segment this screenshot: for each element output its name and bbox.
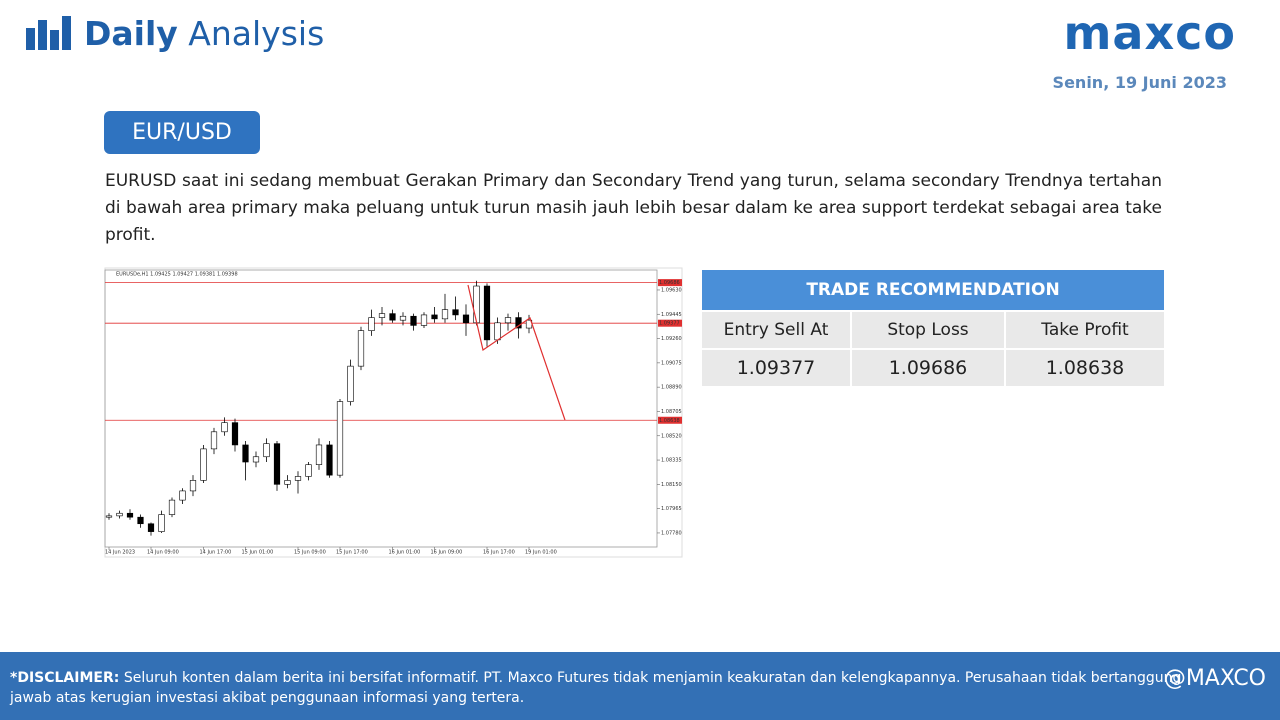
candle-body bbox=[158, 514, 165, 532]
candle-body bbox=[168, 499, 176, 515]
candle-body bbox=[357, 330, 365, 367]
y-tick-label: 1.08150 bbox=[661, 482, 682, 488]
candle-body bbox=[200, 448, 207, 481]
candle-body bbox=[116, 512, 123, 517]
x-tick-label: 16 Jun 09:00 bbox=[431, 550, 463, 556]
y-tick-label: 1.09075 bbox=[661, 360, 682, 366]
candle-body bbox=[137, 516, 144, 525]
candle-body bbox=[431, 314, 438, 320]
candle-body bbox=[504, 317, 512, 324]
candle-body bbox=[315, 444, 323, 465]
candle-body bbox=[452, 309, 459, 316]
y-tick-label: 1.09445 bbox=[661, 312, 682, 318]
candle-body bbox=[263, 443, 270, 458]
y-tick-label: 1.08335 bbox=[661, 458, 682, 464]
candle-body bbox=[494, 322, 501, 341]
y-tick-label: 1.07780 bbox=[661, 530, 682, 536]
x-tick-label: 14 Jun 09:00 bbox=[147, 550, 179, 556]
candle-body bbox=[126, 512, 134, 518]
disclaimer-text: Seluruh konten dalam berita ini bersifat… bbox=[10, 670, 1182, 706]
candle-body bbox=[105, 515, 113, 518]
table-value: 1.08638 bbox=[1006, 350, 1164, 386]
footer: *DISCLAIMER: Seluruh konten dalam berita… bbox=[0, 652, 1280, 720]
y-tick-label: 1.08520 bbox=[661, 433, 682, 439]
x-tick-label: 16 Jun 17:00 bbox=[483, 550, 515, 556]
trade-table: TRADE RECOMMENDATION Entry Sell At Stop L… bbox=[700, 268, 1166, 388]
disclaimer: *DISCLAIMER: Seluruh konten dalam berita… bbox=[10, 668, 1225, 708]
level-label: 1.09686 bbox=[659, 280, 680, 286]
candle-body bbox=[389, 313, 396, 321]
brand: maxco bbox=[1063, 6, 1236, 60]
table-header: Entry Sell At bbox=[702, 312, 850, 348]
candle-body bbox=[473, 285, 480, 324]
y-tick-label: 1.07965 bbox=[661, 506, 682, 512]
pair-badge: EUR/USD bbox=[104, 111, 260, 154]
plot-frame bbox=[104, 269, 658, 548]
candle-body bbox=[420, 314, 428, 326]
level-tag bbox=[658, 416, 682, 424]
table-value: 1.09686 bbox=[852, 350, 1004, 386]
candle-body bbox=[294, 476, 302, 481]
candle-body bbox=[284, 480, 291, 485]
candle-body bbox=[410, 315, 417, 326]
social-handle: @MAXCO bbox=[1163, 666, 1266, 691]
level-label: 1.08638 bbox=[659, 418, 680, 424]
level-tag bbox=[658, 279, 682, 287]
candle-body bbox=[347, 365, 354, 402]
level-label: 1.09377 bbox=[659, 321, 680, 327]
logo-icon bbox=[26, 16, 71, 50]
title: Daily Analysis bbox=[84, 14, 324, 53]
x-tick-label: 15 Jun 01:00 bbox=[242, 550, 274, 556]
y-tick-label: 1.08705 bbox=[661, 409, 682, 415]
table-title: TRADE RECOMMENDATION bbox=[702, 270, 1164, 310]
title-bold: Daily bbox=[84, 14, 178, 53]
candle-body bbox=[221, 422, 228, 433]
x-tick-label: 14 Jun 2023 bbox=[105, 550, 135, 556]
trend-line bbox=[467, 284, 566, 421]
candle-body bbox=[147, 523, 155, 532]
candle-body bbox=[441, 309, 449, 320]
candle-body bbox=[189, 480, 197, 492]
candle-body bbox=[378, 313, 386, 318]
table-value: 1.09377 bbox=[702, 350, 850, 386]
candle-body bbox=[515, 317, 522, 329]
candle-body bbox=[305, 464, 312, 477]
candle-body bbox=[368, 317, 375, 331]
x-tick-label: 19 Jun 01:00 bbox=[525, 550, 557, 556]
candle-body bbox=[231, 422, 239, 446]
x-tick-label: 15 Jun 09:00 bbox=[294, 550, 326, 556]
analysis: EURUSD saat ini sedang membuat Gerakan P… bbox=[105, 171, 1162, 245]
candle-body bbox=[483, 285, 491, 341]
y-tick-label: 1.09260 bbox=[661, 336, 682, 342]
level-tag bbox=[658, 319, 682, 327]
candle-body bbox=[210, 431, 218, 450]
y-tick-label: 1.09630 bbox=[661, 287, 682, 293]
disclaimer-label: *DISCLAIMER: bbox=[10, 670, 120, 686]
candle-body bbox=[273, 443, 281, 485]
table-header: Take Profit bbox=[1006, 312, 1164, 348]
candle-body bbox=[242, 444, 249, 463]
y-tick-label: 1.08890 bbox=[661, 385, 682, 391]
x-tick-label: 15 Jun 17:00 bbox=[336, 550, 368, 556]
candle-body bbox=[525, 319, 533, 329]
candle-body bbox=[252, 456, 260, 463]
chart-frame bbox=[104, 267, 683, 558]
chart-title: EURUSDe,H1 1.09425 1.09427 1.09381 1.093… bbox=[116, 272, 238, 278]
x-tick-label: 14 Jun 17:00 bbox=[200, 550, 232, 556]
candle-body bbox=[462, 314, 470, 324]
candle-body bbox=[179, 490, 186, 501]
candle-body bbox=[326, 444, 333, 476]
table-header: Stop Loss bbox=[852, 312, 1004, 348]
date: Senin, 19 Juni 2023 bbox=[1052, 73, 1227, 92]
candle-body bbox=[399, 315, 407, 321]
title-light: Analysis bbox=[188, 14, 325, 53]
x-tick-label: 16 Jun 01:00 bbox=[389, 550, 421, 556]
candle-body bbox=[336, 401, 344, 476]
